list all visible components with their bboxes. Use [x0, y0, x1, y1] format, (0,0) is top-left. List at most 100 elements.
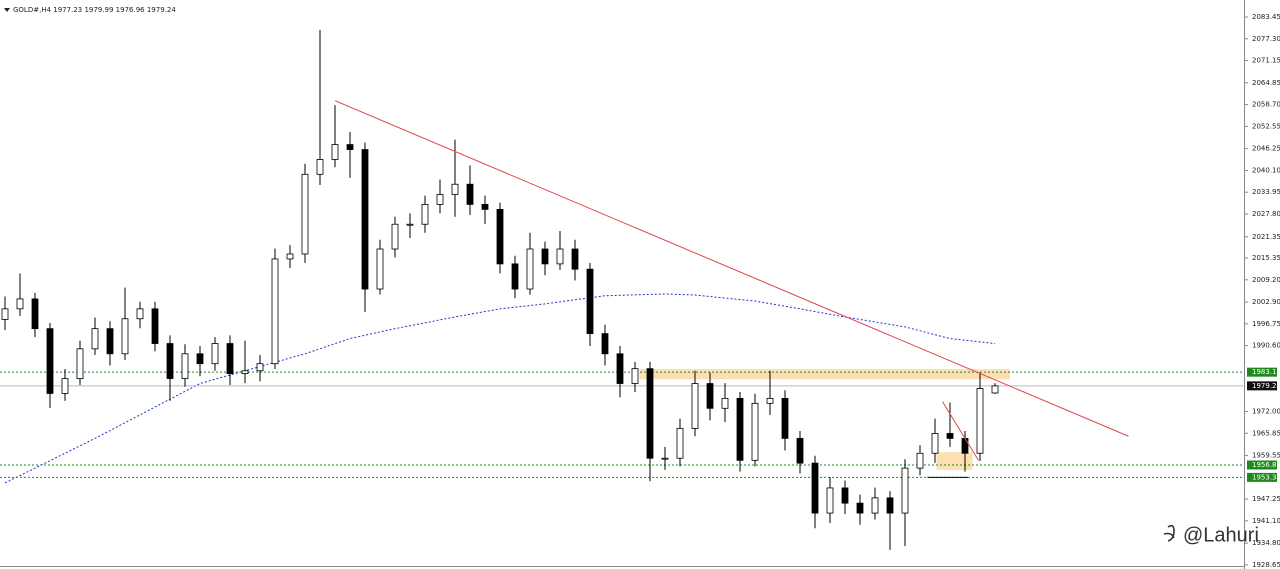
y-tick-label: 1947.25 — [1252, 495, 1280, 503]
candle-body — [166, 343, 174, 379]
y-tick-label: 1959.55 — [1252, 452, 1280, 460]
y-tick-label: 2064.85 — [1252, 79, 1280, 87]
y-tick-label: 2058.70 — [1252, 101, 1280, 109]
candle-body — [721, 397, 729, 409]
candle-body — [511, 263, 519, 290]
y-tick-label: 1996.75 — [1252, 320, 1280, 328]
y-tick-label: 1990.60 — [1252, 342, 1280, 350]
candle-body — [526, 248, 534, 290]
candle-body — [586, 268, 594, 335]
candle-body — [946, 433, 954, 439]
symbol: GOLD#,H4 — [13, 6, 52, 14]
candle-body — [136, 308, 144, 320]
candle-body — [241, 370, 249, 375]
y-tick-label: 2077.30 — [1252, 35, 1280, 43]
y-tick-label: 1941.10 — [1252, 517, 1280, 525]
candle-body — [766, 397, 774, 404]
level-label: 1956.88 — [1252, 461, 1280, 469]
candle-body — [31, 298, 39, 330]
candle-body — [316, 159, 324, 175]
candle-body — [931, 433, 939, 454]
candle-body — [286, 253, 294, 260]
candle-body — [781, 397, 789, 439]
y-tick-label: 2021.35 — [1252, 233, 1280, 241]
low-value: 1976.96 — [116, 6, 145, 14]
candle-body — [76, 348, 84, 379]
y-tick-label: 1928.65 — [1252, 561, 1280, 569]
moving-average — [4, 293, 996, 484]
zone — [936, 452, 973, 470]
candle-body — [736, 397, 744, 461]
candle-body — [631, 368, 639, 384]
candle-body — [181, 353, 189, 379]
level-label: 1953.38 — [1252, 473, 1280, 481]
candle-body — [601, 333, 609, 355]
high-value: 1979.99 — [84, 6, 113, 14]
candle-body — [661, 457, 669, 460]
last-price-label: 1979.24 — [1252, 382, 1280, 390]
y-tick-label: 2027.80 — [1252, 210, 1280, 218]
level-tag — [1247, 367, 1277, 377]
candle-body — [361, 149, 369, 290]
candle-body — [616, 353, 624, 384]
watermark-icon — [1163, 524, 1175, 542]
y-tick-label: 2052.55 — [1252, 122, 1280, 130]
candle-body — [61, 378, 69, 394]
candle-body — [751, 402, 759, 461]
level-tag — [1247, 460, 1277, 470]
candle-body — [871, 497, 879, 514]
y-tick-label: 2033.95 — [1252, 188, 1280, 196]
y-tick-label: 2002.90 — [1252, 298, 1280, 306]
y-tick-label: 1934.80 — [1252, 539, 1280, 547]
watermark-text: @Lahuri — [1183, 524, 1259, 546]
candle-body — [571, 248, 579, 270]
candle-body — [121, 318, 129, 355]
y-tick-label: 1972.00 — [1252, 407, 1280, 415]
candle-body — [991, 385, 999, 394]
candle-body — [331, 144, 339, 160]
y-tick-label: 2071.15 — [1252, 57, 1280, 65]
trendline — [334, 100, 1129, 437]
candle-body — [676, 428, 684, 459]
close-value: 1979.24 — [147, 6, 176, 14]
candle-body — [481, 204, 489, 210]
candle-body — [406, 223, 414, 226]
candle-body — [226, 343, 234, 375]
candle-body — [691, 383, 699, 429]
candle-body — [811, 462, 819, 514]
last-price-tag — [1247, 381, 1277, 391]
candle-body — [841, 487, 849, 504]
header-arrow — [4, 8, 10, 12]
candle-body — [346, 144, 354, 150]
candle-body — [271, 258, 279, 365]
candle-body — [211, 343, 219, 365]
header: GOLD#,H4 1977.23 1979.99 1976.96 1979.24 — [13, 6, 176, 14]
candle-body — [91, 328, 99, 350]
candle-body — [496, 208, 504, 265]
y-tick-label: 2040.10 — [1252, 166, 1280, 174]
candle-body — [886, 497, 894, 514]
candle-body — [196, 353, 204, 365]
candle-body — [856, 502, 864, 514]
candle-body — [391, 223, 399, 250]
candle-body — [556, 248, 564, 265]
candle-body — [706, 383, 714, 409]
candle-body — [106, 328, 114, 355]
candle-body — [796, 437, 804, 464]
y-tick-label: 2015.35 — [1252, 254, 1280, 262]
candle-body — [151, 308, 159, 344]
candle-body — [961, 437, 969, 454]
y-tick-label: 2009.20 — [1252, 276, 1280, 284]
y-tick-label: 2083.45 — [1252, 13, 1280, 21]
level-tag — [1247, 472, 1277, 482]
candle-body — [541, 248, 549, 265]
candle-body — [901, 467, 909, 514]
candle-body — [16, 298, 24, 310]
candle-body — [466, 183, 474, 205]
y-tick-label: 1965.85 — [1252, 429, 1280, 437]
candle-body — [646, 368, 654, 459]
y-tick-label: 2046.25 — [1252, 145, 1280, 153]
